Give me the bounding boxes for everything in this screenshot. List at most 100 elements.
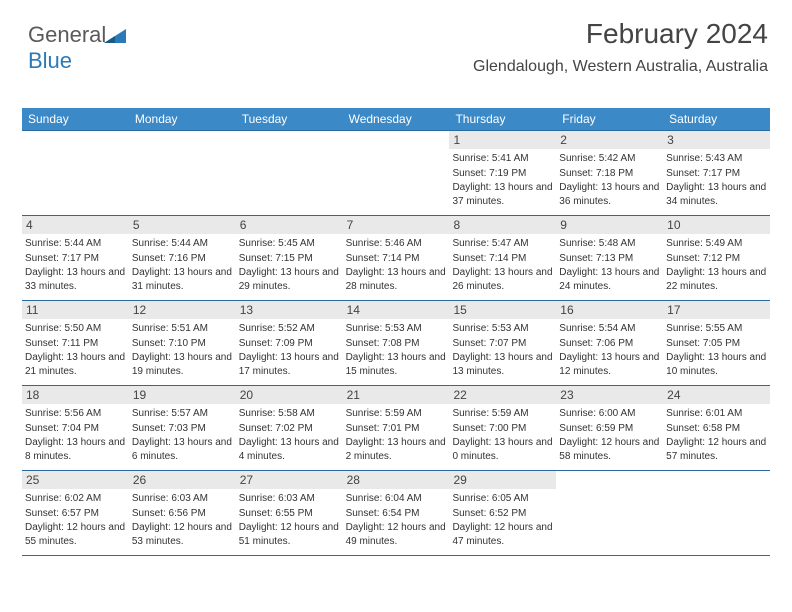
sunrise-line: Sunrise: 6:03 AM: [132, 492, 233, 506]
day-number: 23: [556, 386, 663, 404]
day-cell: 24Sunrise: 6:01 AMSunset: 6:58 PMDayligh…: [663, 386, 770, 470]
day-cell: 1Sunrise: 5:41 AMSunset: 7:19 PMDaylight…: [449, 131, 556, 215]
brand-logo: General Blue: [28, 22, 126, 74]
sunrise-line: Sunrise: 5:51 AM: [132, 322, 233, 336]
sunset-line: Sunset: 7:03 PM: [132, 422, 233, 436]
sunrise-line: Sunrise: 5:43 AM: [666, 152, 767, 166]
sunset-line: Sunset: 7:14 PM: [452, 252, 553, 266]
sunrise-line: Sunrise: 6:00 AM: [559, 407, 660, 421]
day-details: Sunrise: 6:05 AMSunset: 6:52 PMDaylight:…: [452, 492, 553, 548]
daylight-line: Daylight: 13 hours and 24 minutes.: [559, 266, 660, 293]
sunset-line: Sunset: 7:10 PM: [132, 337, 233, 351]
day-cell: 9Sunrise: 5:48 AMSunset: 7:13 PMDaylight…: [556, 216, 663, 300]
daylight-line: Daylight: 13 hours and 28 minutes.: [346, 266, 447, 293]
day-cell: 23Sunrise: 6:00 AMSunset: 6:59 PMDayligh…: [556, 386, 663, 470]
day-details: Sunrise: 5:53 AMSunset: 7:08 PMDaylight:…: [346, 322, 447, 378]
day-cell: 14Sunrise: 5:53 AMSunset: 7:08 PMDayligh…: [343, 301, 450, 385]
day-details: Sunrise: 5:42 AMSunset: 7:18 PMDaylight:…: [559, 152, 660, 208]
day-cell: 16Sunrise: 5:54 AMSunset: 7:06 PMDayligh…: [556, 301, 663, 385]
day-cell-empty: [556, 471, 663, 555]
daylight-line: Daylight: 13 hours and 17 minutes.: [239, 351, 340, 378]
day-cell: 17Sunrise: 5:55 AMSunset: 7:05 PMDayligh…: [663, 301, 770, 385]
day-number: 5: [129, 216, 236, 234]
day-cell: 4Sunrise: 5:44 AMSunset: 7:17 PMDaylight…: [22, 216, 129, 300]
dow-thursday: Thursday: [449, 112, 556, 126]
logo-text-blue: Blue: [28, 48, 72, 73]
sunrise-line: Sunrise: 5:53 AM: [346, 322, 447, 336]
sunset-line: Sunset: 6:59 PM: [559, 422, 660, 436]
day-details: Sunrise: 5:57 AMSunset: 7:03 PMDaylight:…: [132, 407, 233, 463]
sunrise-line: Sunrise: 5:46 AM: [346, 237, 447, 251]
day-details: Sunrise: 5:48 AMSunset: 7:13 PMDaylight:…: [559, 237, 660, 293]
day-cell: 29 Sunrise: 6:05 AMSunset: 6:52 PMDayligh…: [449, 471, 556, 555]
day-details: Sunrise: 6:02 AMSunset: 6:57 PMDaylight:…: [25, 492, 126, 548]
dow-friday: Friday: [556, 112, 663, 126]
sunset-line: Sunset: 7:16 PM: [132, 252, 233, 266]
sunrise-line: Sunrise: 5:49 AM: [666, 237, 767, 251]
day-details: Sunrise: 5:43 AMSunset: 7:17 PMDaylight:…: [666, 152, 767, 208]
day-cell: 6Sunrise: 5:45 AMSunset: 7:15 PMDaylight…: [236, 216, 343, 300]
week-row: 11Sunrise: 5:50 AMSunset: 7:11 PMDayligh…: [22, 300, 770, 385]
day-number: 21: [343, 386, 450, 404]
sunrise-line: Sunrise: 5:54 AM: [559, 322, 660, 336]
daylight-line: Daylight: 13 hours and 2 minutes.: [346, 436, 447, 463]
sunset-line: Sunset: 7:17 PM: [25, 252, 126, 266]
day-details: Sunrise: 5:51 AMSunset: 7:10 PMDaylight:…: [132, 322, 233, 378]
sunrise-line: Sunrise: 6:02 AM: [25, 492, 126, 506]
day-details: Sunrise: 5:41 AMSunset: 7:19 PMDaylight:…: [452, 152, 553, 208]
day-cell: 21 Sunrise: 5:59 AMSunset: 7:01 PMDayligh…: [343, 386, 450, 470]
sunrise-line: Sunrise: 5:56 AM: [25, 407, 126, 421]
daylight-line: Daylight: 13 hours and 0 minutes.: [452, 436, 553, 463]
sunrise-line: Sunrise: 5:41 AM: [452, 152, 553, 166]
day-number: 29: [449, 471, 556, 489]
daylight-line: Daylight: 13 hours and 22 minutes.: [666, 266, 767, 293]
page-title: February 2024: [473, 18, 768, 50]
dow-saturday: Saturday: [663, 112, 770, 126]
week-row: 18Sunrise: 5:56 AMSunset: 7:04 PMDayligh…: [22, 385, 770, 470]
day-details: Sunrise: 5:52 AMSunset: 7:09 PMDaylight:…: [239, 322, 340, 378]
day-cell: 7Sunrise: 5:46 AMSunset: 7:14 PMDaylight…: [343, 216, 450, 300]
daylight-line: Daylight: 12 hours and 47 minutes.: [452, 521, 553, 548]
day-details: Sunrise: 5:59 AMSunset: 7:00 PMDaylight:…: [452, 407, 553, 463]
daylight-line: Daylight: 13 hours and 13 minutes.: [452, 351, 553, 378]
sunrise-line: Sunrise: 5:42 AM: [559, 152, 660, 166]
day-details: Sunrise: 5:49 AMSunset: 7:12 PMDaylight:…: [666, 237, 767, 293]
sunset-line: Sunset: 6:55 PM: [239, 507, 340, 521]
day-cell: 20Sunrise: 5:58 AMSunset: 7:02 PMDayligh…: [236, 386, 343, 470]
day-details: Sunrise: 5:56 AMSunset: 7:04 PMDaylight:…: [25, 407, 126, 463]
day-number: 26: [129, 471, 236, 489]
day-details: Sunrise: 5:47 AMSunset: 7:14 PMDaylight:…: [452, 237, 553, 293]
sunset-line: Sunset: 7:18 PM: [559, 167, 660, 181]
day-number: 15: [449, 301, 556, 319]
day-details: Sunrise: 6:03 AMSunset: 6:55 PMDaylight:…: [239, 492, 340, 548]
page-header: February 2024 Glendalough, Western Austr…: [473, 18, 768, 76]
day-cell: 22Sunrise: 5:59 AMSunset: 7:00 PMDayligh…: [449, 386, 556, 470]
day-number: 16: [556, 301, 663, 319]
week-row: 4Sunrise: 5:44 AMSunset: 7:17 PMDaylight…: [22, 215, 770, 300]
day-cell: 10 Sunrise: 5:49 AMSunset: 7:12 PMDayligh…: [663, 216, 770, 300]
day-details: Sunrise: 5:44 AMSunset: 7:16 PMDaylight:…: [132, 237, 233, 293]
day-cell: 28Sunrise: 6:04 AMSunset: 6:54 PMDayligh…: [343, 471, 450, 555]
week-row: 25Sunrise: 6:02 AMSunset: 6:57 PMDayligh…: [22, 470, 770, 556]
daylight-line: Daylight: 13 hours and 21 minutes.: [25, 351, 126, 378]
day-details: Sunrise: 5:58 AMSunset: 7:02 PMDaylight:…: [239, 407, 340, 463]
daylight-line: Daylight: 13 hours and 12 minutes.: [559, 351, 660, 378]
sunset-line: Sunset: 6:56 PM: [132, 507, 233, 521]
day-number: 10: [663, 216, 770, 234]
day-number: 24: [663, 386, 770, 404]
daylight-line: Daylight: 12 hours and 49 minutes.: [346, 521, 447, 548]
sunrise-line: Sunrise: 5:48 AM: [559, 237, 660, 251]
sunrise-line: Sunrise: 6:01 AM: [666, 407, 767, 421]
day-details: Sunrise: 5:59 AMSunset: 7:01 PMDaylight:…: [346, 407, 447, 463]
daylight-line: Daylight: 13 hours and 15 minutes.: [346, 351, 447, 378]
sunset-line: Sunset: 7:19 PM: [452, 167, 553, 181]
day-number: 19: [129, 386, 236, 404]
day-of-week-header: SundayMondayTuesdayWednesdayThursdayFrid…: [22, 108, 770, 130]
sunset-line: Sunset: 7:11 PM: [25, 337, 126, 351]
day-cell: 3Sunrise: 5:43 AMSunset: 7:17 PMDaylight…: [663, 131, 770, 215]
logo-text-general: General: [28, 22, 106, 47]
sunset-line: Sunset: 7:04 PM: [25, 422, 126, 436]
day-number: 6: [236, 216, 343, 234]
day-number: 18: [22, 386, 129, 404]
day-cell: 18 Sunrise: 5:56 AMSunset: 7:04 PMDayligh…: [22, 386, 129, 470]
